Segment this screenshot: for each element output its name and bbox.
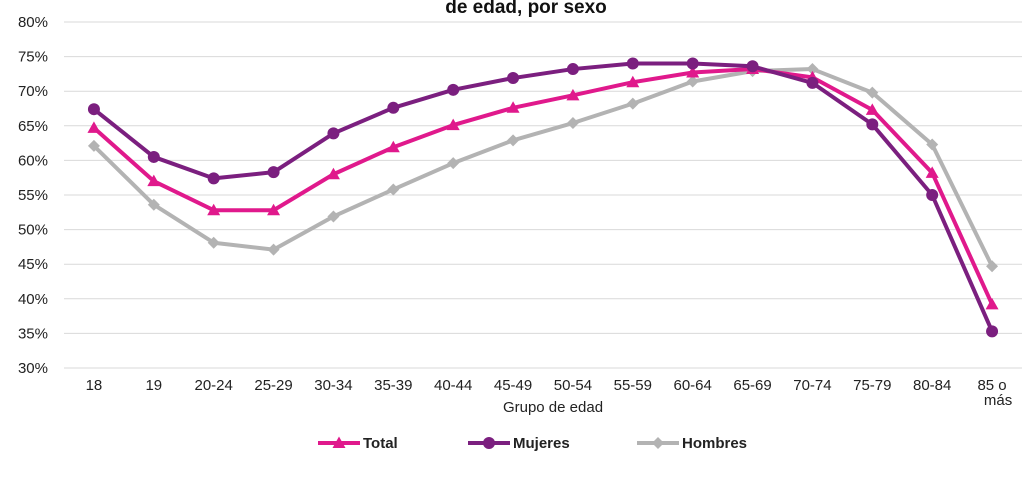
data-point-total [985, 297, 999, 310]
legend-item-mujeres: Mujeres [468, 435, 570, 452]
gridlines [64, 21, 1022, 369]
y-tick-label: 40% [18, 291, 48, 308]
data-point-mujeres [566, 63, 579, 76]
x-tick-label: 45-49 [494, 377, 532, 394]
series-line-hombres [91, 67, 995, 269]
y-tick-label: 55% [18, 187, 48, 204]
x-axis-tick-labels: 18 19 20-24 25-29 30-34 35-39 40-44 45-49 50-54 5… [86, 377, 1013, 409]
x-tick-label: 85 o [977, 377, 1006, 394]
x-tick-label: 25-29 [254, 377, 292, 394]
legend-label-total: Total [363, 435, 398, 452]
x-tick-label: 60-64 [674, 377, 712, 394]
y-tick-label: 65% [18, 118, 48, 135]
y-axis-tick-labels: 30% 35% 40% 45% 50% 55% 60% 65% 70% 75% 80% [18, 14, 48, 377]
series-line-total [91, 67, 995, 307]
y-tick-label: 35% [18, 325, 48, 342]
x-tick-label: 30-34 [314, 377, 352, 394]
x-tick-label: 35-39 [374, 377, 412, 394]
series-line-mujeres [91, 61, 995, 334]
legend-item-total: Total [318, 435, 398, 452]
y-tick-label: 75% [18, 49, 48, 66]
legend-label-hombres: Hombres [682, 435, 747, 452]
data-point-hombres [806, 63, 819, 76]
legend: Total Mujeres Hombres [318, 435, 747, 452]
legend-item-hombres: Hombres [637, 435, 747, 452]
y-tick-label: 80% [18, 14, 48, 31]
x-tick-label-line2: más [984, 392, 1012, 409]
series-lines [87, 57, 999, 338]
data-point-mujeres [986, 325, 999, 338]
chart-title: de edad, por sexo [445, 0, 607, 18]
data-point-mujeres [87, 103, 100, 116]
legend-marker-hombres [652, 437, 664, 449]
x-tick-label: 55-59 [614, 377, 652, 394]
y-tick-label: 70% [18, 83, 48, 100]
data-point-hombres [147, 198, 160, 211]
legend-marker-total [332, 436, 346, 448]
x-tick-label: 65-69 [733, 377, 771, 394]
data-point-hombres [447, 157, 460, 170]
data-point-mujeres [507, 72, 520, 85]
data-point-mujeres [267, 166, 280, 179]
data-point-mujeres [147, 150, 160, 163]
series-hombres [87, 63, 999, 273]
data-point-mujeres [746, 60, 759, 73]
data-point-mujeres [626, 57, 639, 70]
y-tick-label: 30% [18, 360, 48, 377]
x-tick-label: 20-24 [195, 377, 233, 394]
x-axis-title: Grupo de edad [503, 399, 603, 416]
data-point-mujeres [207, 172, 220, 185]
x-tick-label: 19 [145, 377, 162, 394]
legend-marker-mujeres [483, 437, 495, 449]
data-point-hombres [866, 86, 879, 99]
x-tick-label: 18 [86, 377, 103, 394]
data-point-total [925, 166, 939, 178]
data-point-total [446, 118, 460, 131]
data-point-mujeres [686, 57, 699, 70]
data-point-total [87, 121, 101, 133]
data-point-total [207, 203, 221, 216]
legend-label-mujeres: Mujeres [513, 435, 570, 452]
data-point-total [566, 88, 580, 101]
series-mujeres [87, 57, 999, 338]
data-point-hombres [566, 117, 579, 130]
data-point-mujeres [866, 118, 879, 131]
data-point-total [626, 75, 640, 88]
x-tick-label: 40-44 [434, 377, 472, 394]
x-tick-label: 50-54 [554, 377, 592, 394]
data-point-hombres [626, 97, 639, 110]
data-point-total [267, 203, 281, 216]
data-point-mujeres [387, 101, 400, 114]
x-tick-label: 75-79 [853, 377, 891, 394]
data-point-hombres [387, 183, 400, 196]
data-point-total [326, 167, 340, 180]
data-point-mujeres [926, 189, 939, 201]
x-tick-label: 80-84 [913, 377, 951, 394]
data-point-mujeres [327, 127, 340, 140]
data-point-hombres [986, 260, 999, 273]
data-point-hombres [507, 134, 520, 147]
data-point-total [865, 103, 879, 115]
y-tick-label: 60% [18, 152, 48, 169]
data-point-total [147, 174, 161, 187]
data-point-total [506, 101, 520, 113]
data-point-mujeres [806, 76, 819, 89]
x-tick-label: 70-74 [793, 377, 831, 394]
data-point-hombres [686, 75, 699, 88]
data-point-hombres [926, 138, 939, 151]
data-point-mujeres [447, 83, 460, 96]
data-point-hombres [267, 243, 280, 256]
series-total [87, 62, 999, 310]
data-point-hombres [327, 210, 340, 223]
y-tick-label: 50% [18, 222, 48, 239]
data-point-total [686, 66, 700, 78]
y-tick-label: 45% [18, 256, 48, 273]
data-point-total [386, 140, 400, 153]
data-point-hombres [207, 236, 220, 249]
data-point-hombres [87, 139, 100, 152]
